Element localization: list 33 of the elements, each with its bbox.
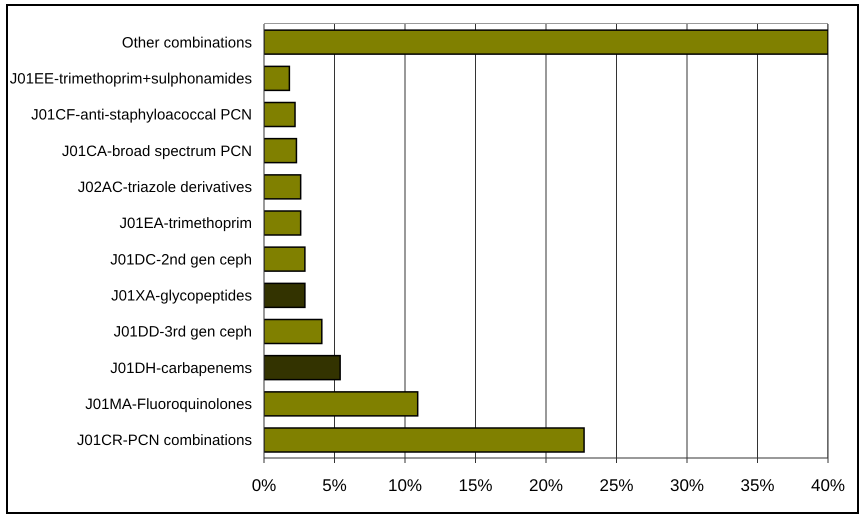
x-tick-label: 15%: [458, 476, 493, 496]
bar: [264, 210, 302, 236]
y-tick-label: J01DH-carbapenems: [110, 360, 252, 377]
x-tick-label: 10%: [388, 476, 422, 496]
bar: [264, 138, 298, 164]
bar: [264, 66, 290, 92]
y-tick-label: J02AC-triazole derivatives: [78, 179, 252, 196]
bar: [264, 391, 418, 417]
y-tick-label: J01CF-anti-staphyloacoccal PCN: [31, 106, 252, 124]
y-tick-label: J01MA-Fluoroquinolones: [85, 396, 252, 414]
x-tick-label: 35%: [740, 476, 775, 496]
bar: [264, 354, 341, 380]
x-tick-label: 0%: [252, 476, 276, 496]
y-tick-label: J01XA-glycopeptides: [111, 288, 252, 305]
y-tick-label: Other combinations: [122, 34, 252, 52]
x-tick-label: 40%: [810, 476, 846, 496]
bar: [264, 174, 302, 200]
y-tick-label: J01EE-trimethoprim+sulphonamides: [10, 70, 252, 88]
bar: [264, 282, 306, 308]
y-tick-label: J01EA-trimethoprim: [119, 215, 252, 232]
bar: [264, 318, 323, 344]
y-tick-label: J01CR-PCN combinations: [76, 432, 252, 450]
y-tick-label: J01DC-2nd gen ceph: [110, 251, 252, 268]
bar: [264, 102, 296, 128]
x-tick-label: 20%: [528, 476, 564, 496]
x-tick-label: 30%: [670, 476, 704, 496]
x-tick-label: 5%: [322, 476, 347, 496]
y-tick-label: J01DD-3rd gen ceph: [114, 324, 252, 341]
x-tick-label: 25%: [599, 476, 634, 496]
y-tick-label: J01CA-broad spectrum PCN: [62, 142, 252, 160]
bar: [264, 29, 828, 55]
bar: [264, 427, 585, 453]
bar: [264, 246, 306, 272]
